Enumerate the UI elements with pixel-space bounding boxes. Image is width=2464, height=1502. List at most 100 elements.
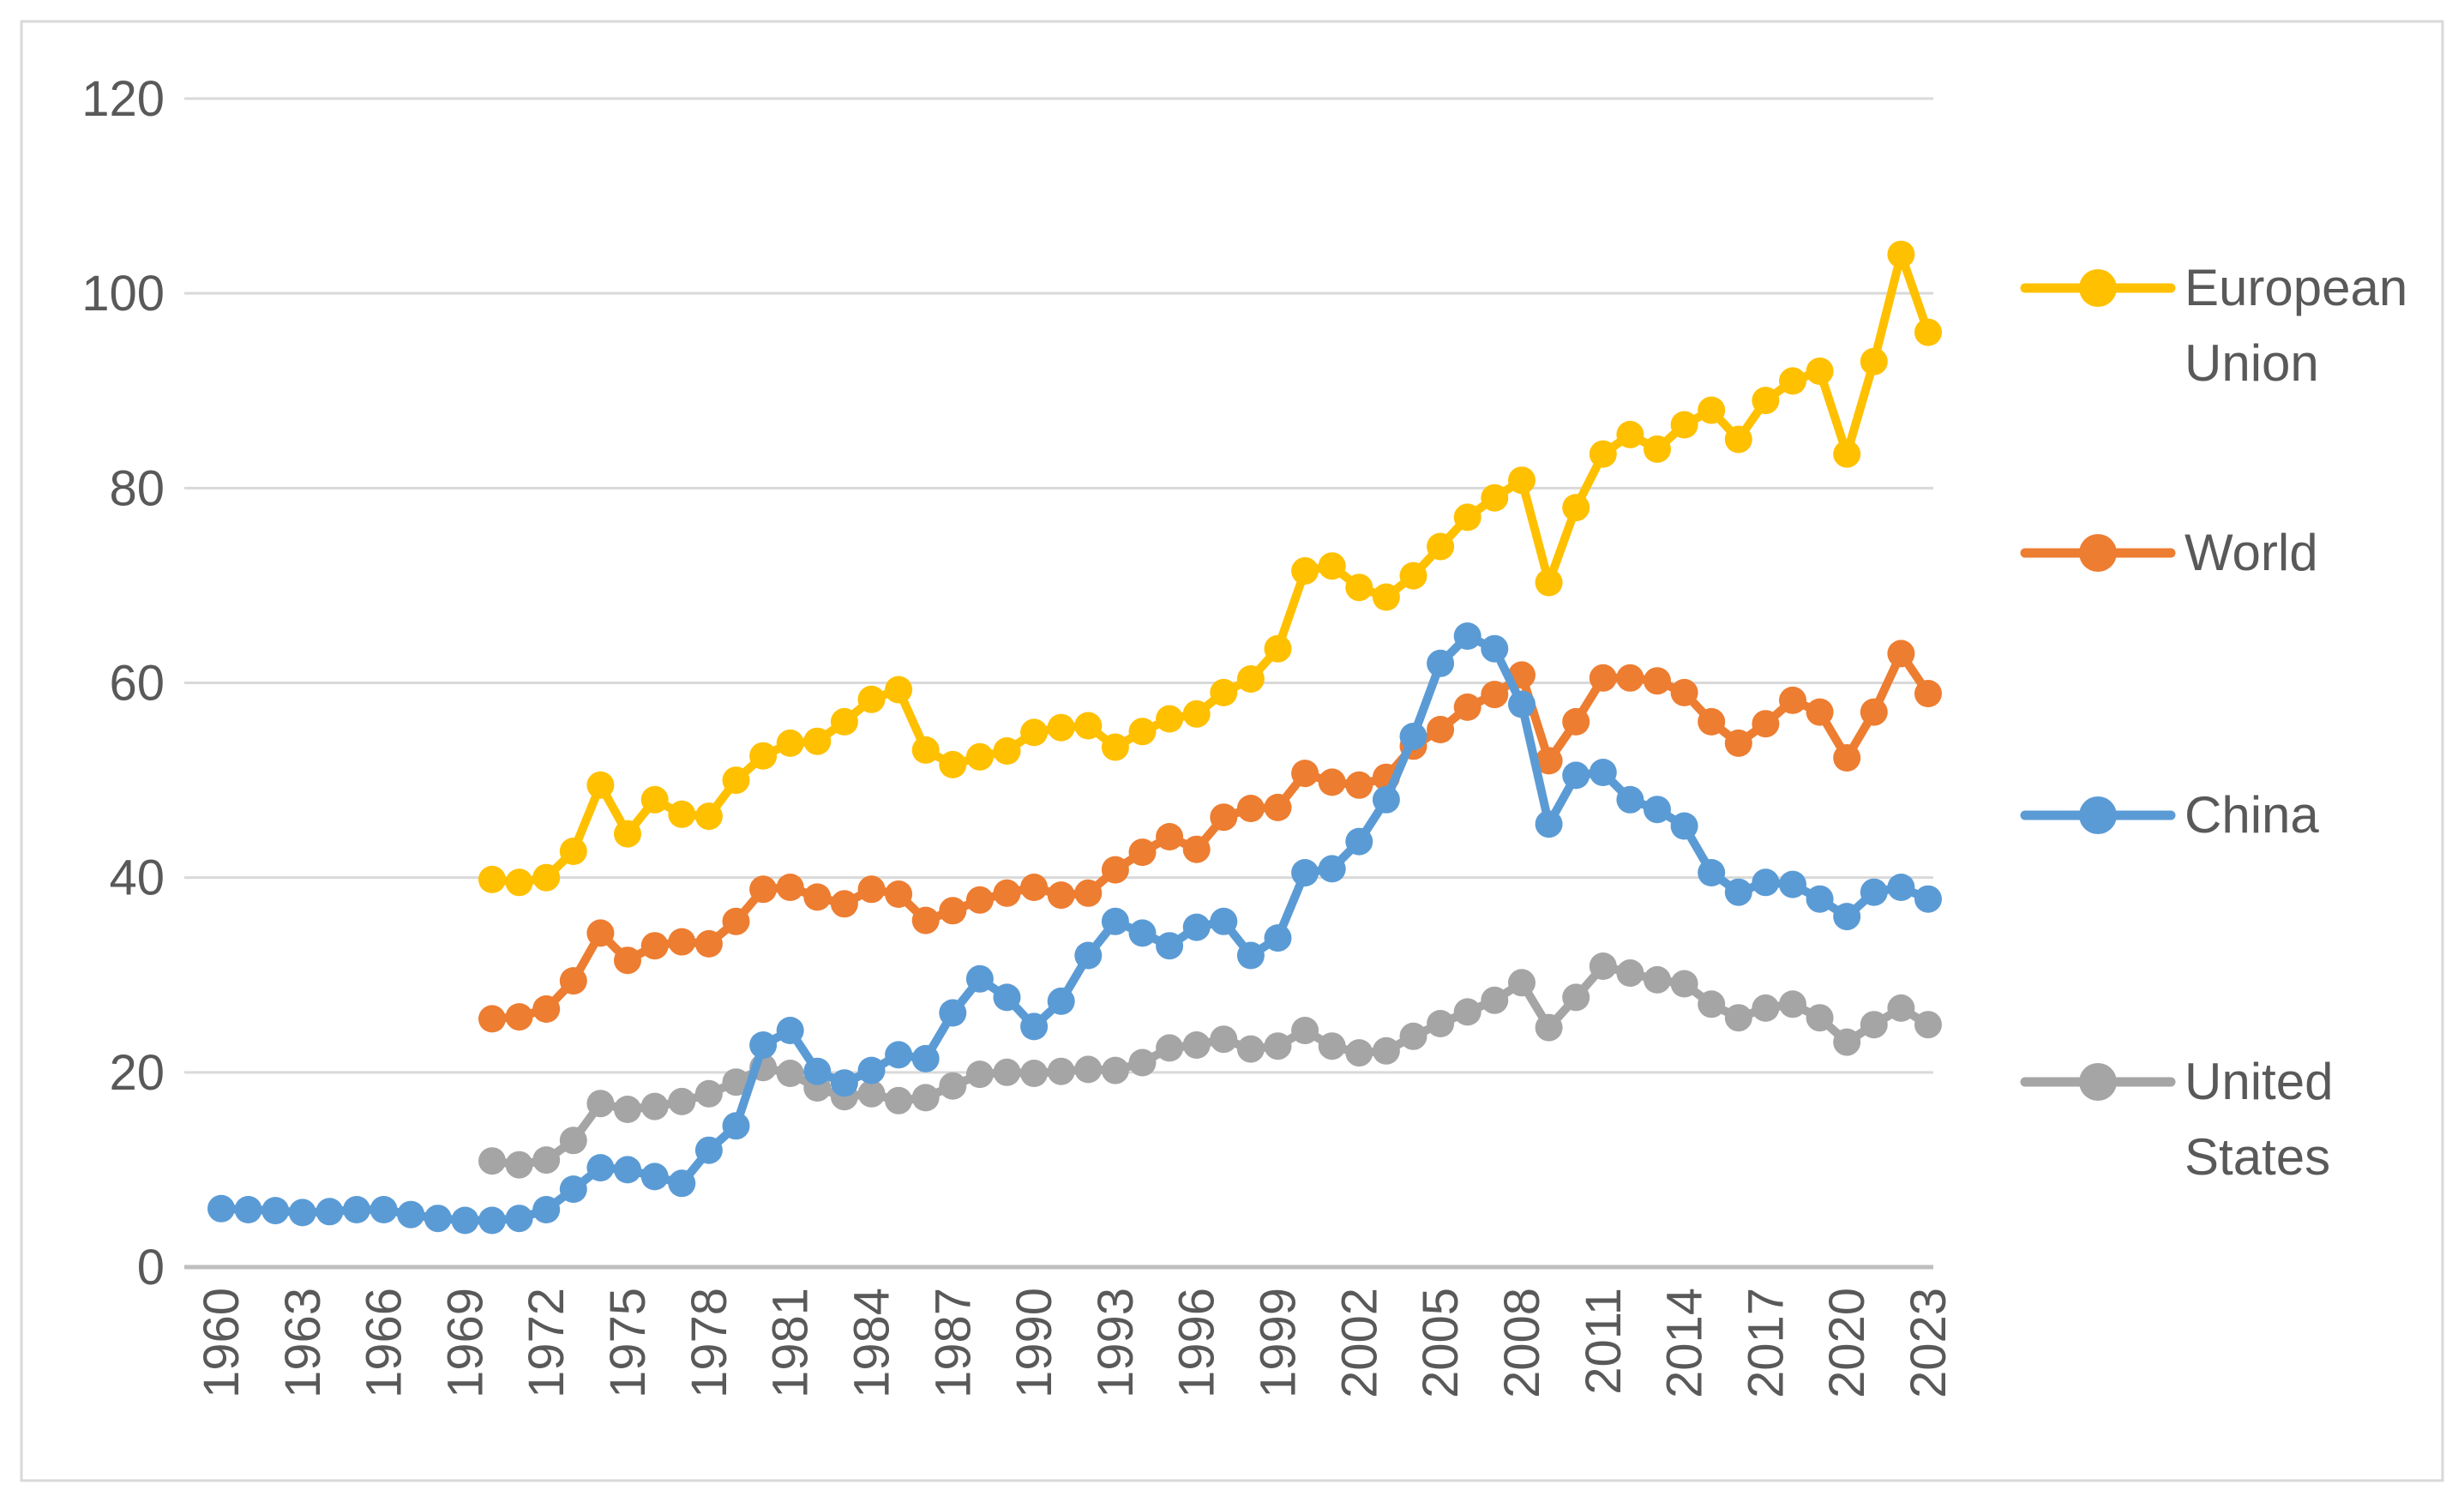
data-point <box>1481 484 1509 512</box>
data-point <box>614 1156 641 1184</box>
data-point <box>559 838 587 865</box>
data-point <box>1670 812 1698 840</box>
data-point <box>1427 649 1455 677</box>
x-tick-label: 1975 <box>600 1288 656 1398</box>
data-point <box>1752 868 1780 897</box>
data-point <box>1616 959 1644 987</box>
legend-item-european-union: European Union <box>2020 259 2407 392</box>
data-point <box>1806 885 1834 913</box>
data-point <box>614 1096 641 1123</box>
data-point <box>1724 878 1752 906</box>
data-point <box>1128 919 1157 947</box>
data-point <box>1264 1032 1292 1060</box>
data-point <box>1101 856 1129 884</box>
data-point <box>1887 874 1915 901</box>
data-point <box>1670 970 1698 998</box>
data-point <box>640 1092 669 1120</box>
data-point <box>776 874 804 901</box>
data-point <box>640 785 669 814</box>
x-tick-label: 1996 <box>1169 1288 1225 1398</box>
x-tick-label: 1969 <box>437 1288 493 1398</box>
data-point <box>1589 664 1617 692</box>
data-point <box>939 897 967 925</box>
data-point <box>939 750 967 778</box>
data-point <box>586 771 615 799</box>
data-point <box>993 983 1021 1012</box>
data-point <box>1698 707 1726 736</box>
data-point <box>722 907 750 935</box>
data-point <box>1074 712 1103 740</box>
data-point <box>911 736 940 764</box>
data-point <box>1453 503 1481 532</box>
data-point <box>1345 1039 1373 1067</box>
legend-marker-dot <box>2079 796 2117 834</box>
data-point <box>1779 990 1806 1018</box>
data-point <box>1644 796 1671 824</box>
x-tick-label: 1978 <box>682 1288 737 1398</box>
data-point <box>1752 387 1780 415</box>
data-point <box>1345 827 1373 856</box>
data-point <box>1291 760 1319 788</box>
data-point <box>885 676 913 704</box>
data-point <box>1481 681 1509 709</box>
data-point <box>1914 318 1942 346</box>
data-point <box>1752 994 1780 1022</box>
data-point <box>1779 686 1806 714</box>
data-point <box>1427 716 1455 743</box>
data-point <box>1616 420 1644 448</box>
legend-marker-dot <box>2079 269 2117 307</box>
x-tick-label: 2017 <box>1738 1288 1794 1398</box>
chart-legend: European Union World China United States <box>2020 259 2407 1186</box>
data-point <box>1427 1010 1455 1037</box>
data-point <box>1101 1056 1129 1084</box>
data-point <box>1236 1035 1265 1063</box>
data-point <box>668 1087 696 1115</box>
data-point <box>1210 678 1238 706</box>
data-point <box>1724 1004 1752 1032</box>
data-point <box>478 1005 506 1033</box>
data-point <box>1020 1012 1049 1041</box>
data-point <box>1833 440 1861 468</box>
data-point <box>559 1126 587 1155</box>
data-point <box>1779 367 1806 395</box>
data-point <box>1264 924 1292 952</box>
data-point <box>776 729 804 757</box>
data-point <box>1291 556 1319 585</box>
x-tick-label: 1990 <box>1007 1288 1062 1398</box>
data-point <box>370 1196 398 1223</box>
data-point <box>885 880 913 908</box>
data-point <box>1427 532 1455 561</box>
data-point <box>803 883 832 911</box>
data-point <box>1670 678 1698 706</box>
data-point <box>1453 998 1481 1026</box>
data-point <box>911 1084 940 1112</box>
data-point <box>505 868 533 897</box>
data-point <box>586 1090 615 1118</box>
data-point <box>424 1205 452 1233</box>
data-point <box>911 1044 940 1072</box>
data-point <box>1589 440 1617 468</box>
data-point <box>397 1200 425 1229</box>
data-point <box>1481 634 1509 663</box>
data-point <box>478 1147 506 1175</box>
data-point <box>1616 785 1644 814</box>
data-point <box>993 1058 1021 1086</box>
data-point <box>1101 733 1129 761</box>
x-tick-label: 1963 <box>275 1288 331 1398</box>
data-point <box>1399 723 1427 750</box>
x-tick-label: 1987 <box>925 1288 981 1398</box>
data-point <box>1535 1013 1563 1042</box>
data-point <box>1481 986 1509 1014</box>
x-tick-label: 2020 <box>1819 1288 1875 1398</box>
data-point <box>1047 987 1075 1015</box>
data-point <box>1644 667 1671 695</box>
legend-label: World <box>2185 524 2318 581</box>
data-point <box>1562 761 1590 790</box>
data-point <box>1156 932 1184 960</box>
legend-marker-dot <box>2079 534 2117 572</box>
data-point <box>532 995 561 1023</box>
data-point <box>1210 1025 1238 1054</box>
data-point <box>1589 759 1617 786</box>
